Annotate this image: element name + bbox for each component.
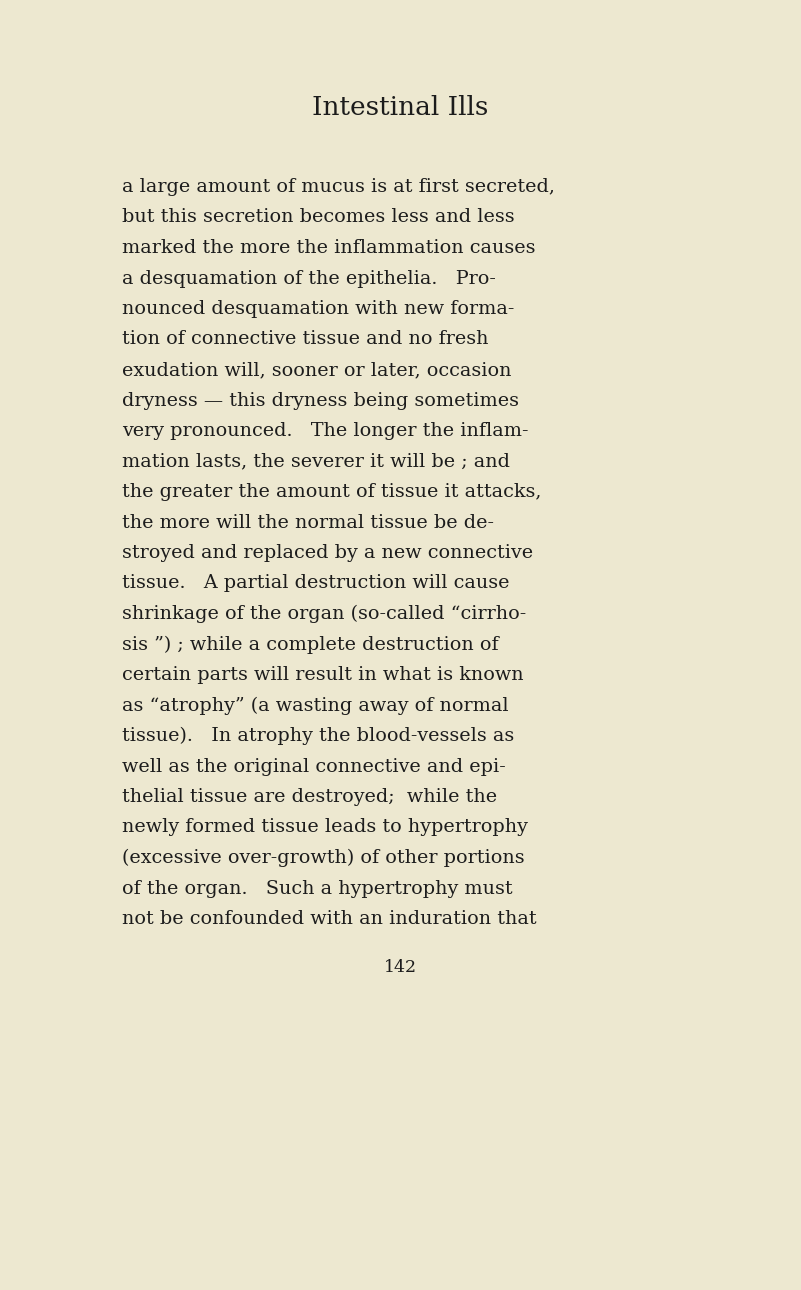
Text: sis ”) ; while a complete destruction of: sis ”) ; while a complete destruction of xyxy=(122,636,499,654)
Text: but this secretion becomes less and less: but this secretion becomes less and less xyxy=(122,209,514,227)
Text: the more will the normal tissue be de-: the more will the normal tissue be de- xyxy=(122,513,494,531)
Text: tissue.   A partial destruction will cause: tissue. A partial destruction will cause xyxy=(122,574,509,592)
Text: as “atrophy” (a wasting away of normal: as “atrophy” (a wasting away of normal xyxy=(122,697,509,715)
Text: tissue).   In atrophy the blood-vessels as: tissue). In atrophy the blood-vessels as xyxy=(122,728,514,746)
Text: shrinkage of the organ (so-called “cirrho-: shrinkage of the organ (so-called “cirrh… xyxy=(122,605,526,623)
Text: thelial tissue are destroyed;  while the: thelial tissue are destroyed; while the xyxy=(122,788,497,806)
Text: (excessive over-growth) of other portions: (excessive over-growth) of other portion… xyxy=(122,849,525,867)
Text: of the organ.   Such a hypertrophy must: of the organ. Such a hypertrophy must xyxy=(122,880,513,898)
Text: stroyed and replaced by a new connective: stroyed and replaced by a new connective xyxy=(122,544,533,562)
Text: certain parts will result in what is known: certain parts will result in what is kno… xyxy=(122,666,524,684)
Text: well as the original connective and epi-: well as the original connective and epi- xyxy=(122,757,505,775)
Text: newly formed tissue leads to hypertrophy: newly formed tissue leads to hypertrophy xyxy=(122,818,528,836)
Text: the greater the amount of tissue it attacks,: the greater the amount of tissue it atta… xyxy=(122,482,541,501)
Text: 142: 142 xyxy=(384,958,417,975)
Text: a desquamation of the epithelia.   Pro-: a desquamation of the epithelia. Pro- xyxy=(122,270,496,288)
Text: Intestinal Ills: Intestinal Ills xyxy=(312,95,489,120)
Text: nounced desquamation with new forma-: nounced desquamation with new forma- xyxy=(122,301,514,319)
Text: a large amount of mucus is at first secreted,: a large amount of mucus is at first secr… xyxy=(122,178,555,196)
Text: mation lasts, the severer it will be ; and: mation lasts, the severer it will be ; a… xyxy=(122,453,510,471)
Text: marked the more the inflammation causes: marked the more the inflammation causes xyxy=(122,239,536,257)
Text: dryness — this dryness being sometimes: dryness — this dryness being sometimes xyxy=(122,391,519,409)
Text: very pronounced.   The longer the inflam-: very pronounced. The longer the inflam- xyxy=(122,422,529,440)
Text: not be confounded with an induration that: not be confounded with an induration tha… xyxy=(122,909,537,928)
Text: tion of connective tissue and no fresh: tion of connective tissue and no fresh xyxy=(122,330,489,348)
Text: exudation will, sooner or later, occasion: exudation will, sooner or later, occasio… xyxy=(122,361,512,379)
